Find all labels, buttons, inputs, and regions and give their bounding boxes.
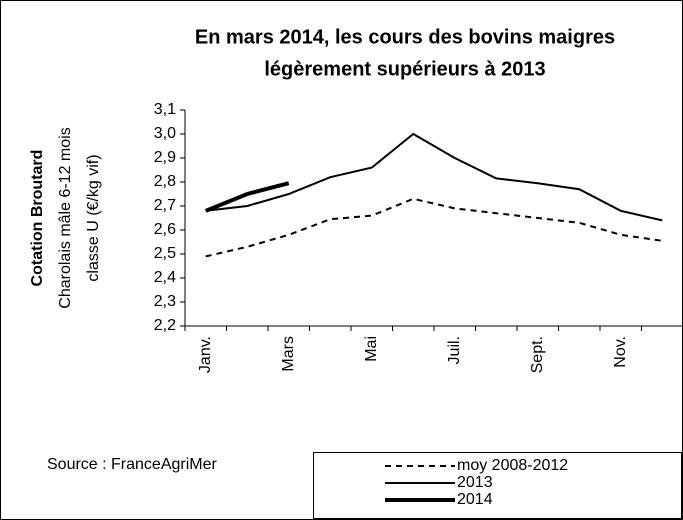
y-tick-label: 2,5 bbox=[154, 245, 176, 262]
x-tick-label: Mars bbox=[280, 336, 297, 372]
y-tick-label: 2,3 bbox=[154, 293, 176, 310]
x-tick-label: Juil. bbox=[446, 336, 463, 364]
legend-box bbox=[313, 452, 682, 519]
legend-label: 2014 bbox=[457, 491, 493, 508]
y-axis-label: Charolais mâle 6-12 mois bbox=[57, 127, 74, 308]
y-tick-label: 2,4 bbox=[154, 269, 176, 286]
series-line bbox=[204, 181, 290, 213]
x-tick-label: Mai bbox=[363, 336, 380, 362]
x-tick-label: Nov. bbox=[612, 336, 629, 368]
y-tick-label: 3,0 bbox=[154, 125, 176, 142]
chart-title: légèrement supérieurs à 2013 bbox=[264, 58, 545, 80]
source: Source : FranceAgriMer bbox=[47, 456, 218, 473]
x-tick-label: Sept. bbox=[529, 336, 546, 373]
y-tick-label: 3,1 bbox=[154, 101, 176, 118]
y-axis-label: Cotation Broutard bbox=[29, 150, 46, 287]
series-line bbox=[205, 197, 663, 258]
legend-label: 2013 bbox=[457, 474, 493, 491]
y-tick-label: 2,2 bbox=[154, 317, 176, 334]
y-tick-label: 2,6 bbox=[154, 221, 176, 238]
chart-title: En mars 2014, les cours des bovins maigr… bbox=[195, 26, 615, 48]
y-tick-label: 2,8 bbox=[154, 173, 176, 190]
y-tick-label: 2,9 bbox=[154, 149, 176, 166]
y-tick-label: 2,7 bbox=[154, 197, 176, 214]
x-tick-label: Janv. bbox=[197, 336, 214, 373]
legend-label: moy 2008-2012 bbox=[457, 457, 568, 474]
y-axis-label: classe U (€/kg vif) bbox=[85, 154, 102, 281]
series-line bbox=[205, 132, 663, 222]
